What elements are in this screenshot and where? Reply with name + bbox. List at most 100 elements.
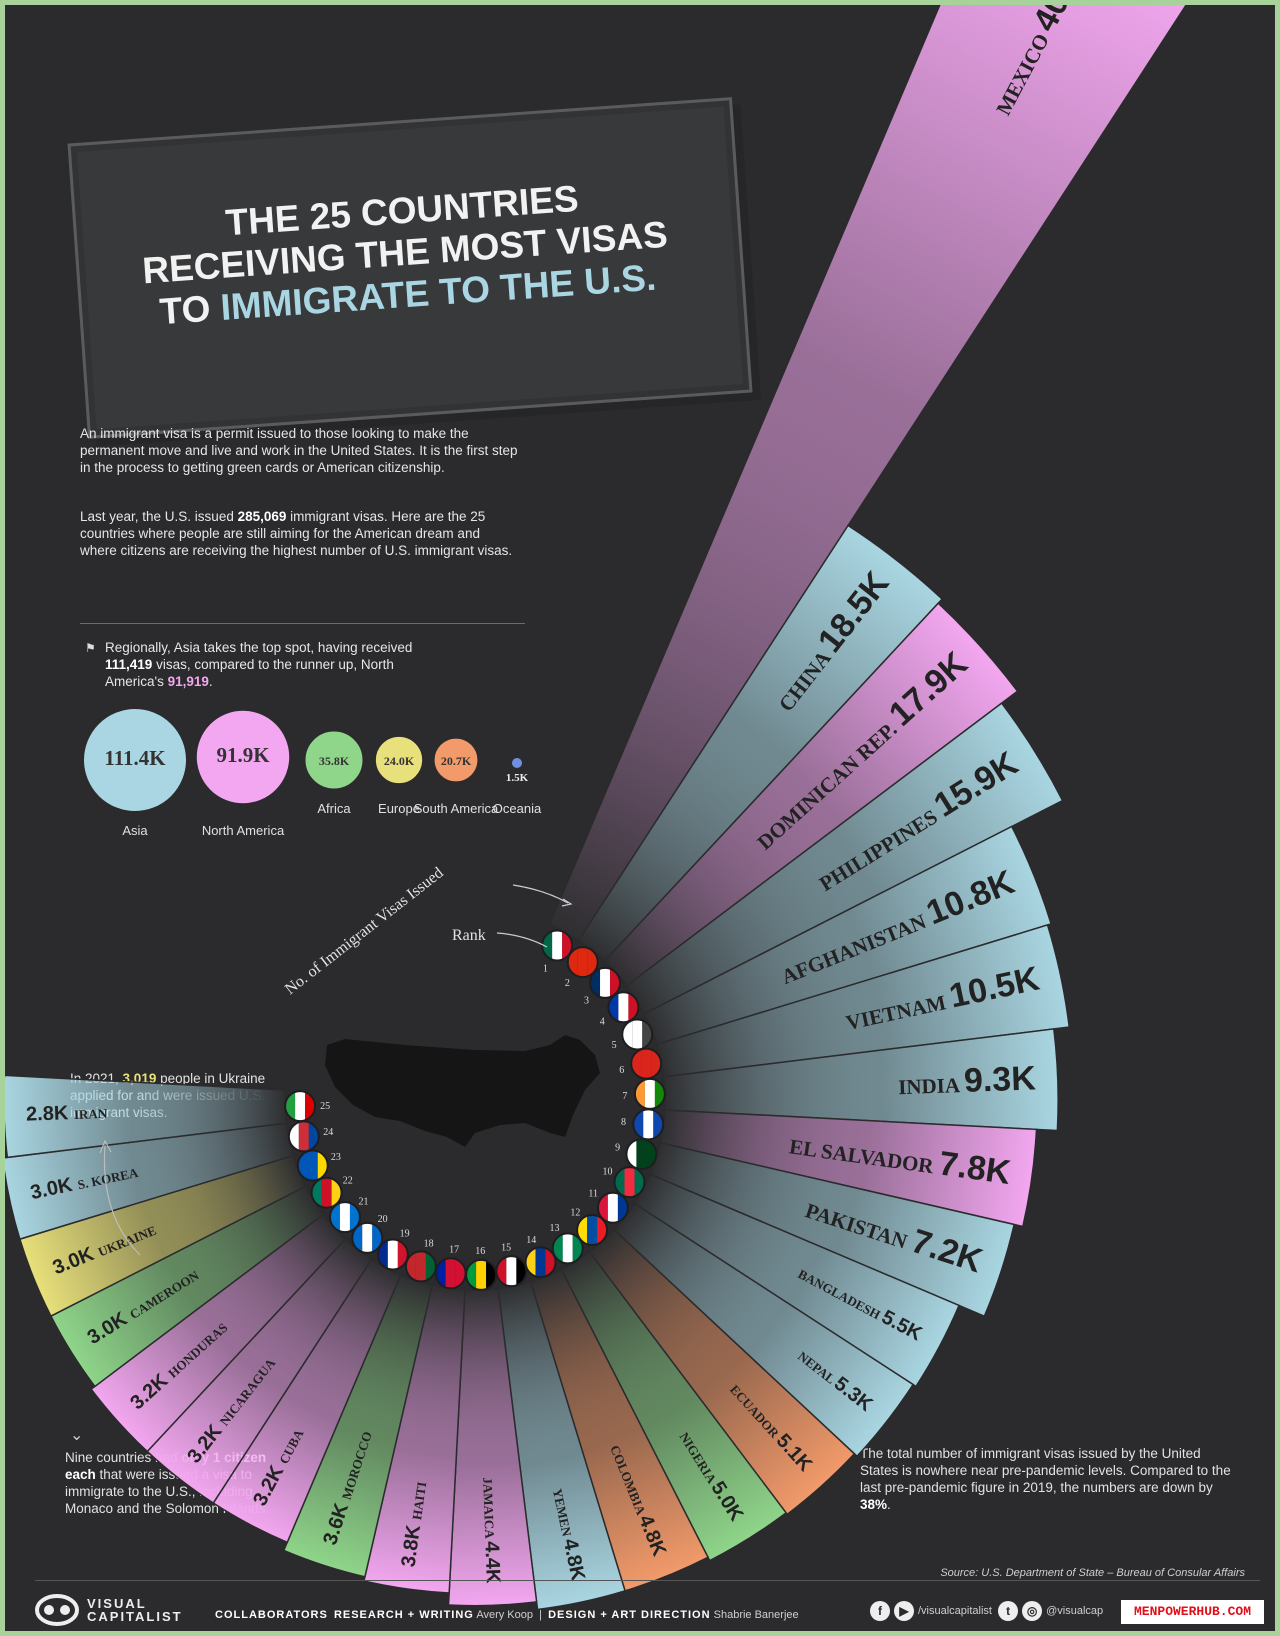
- country-flag-icon: [465, 1258, 498, 1291]
- country-flag-icon: [310, 1176, 343, 1209]
- rank-number: 23: [331, 1152, 341, 1163]
- rank-number: 17: [449, 1245, 459, 1256]
- radial-bar-chart: 111.4K Asia 91.9K North America 35.8K Africa 2…: [5, 5, 1187, 1611]
- facebook-icon[interactable]: f: [870, 1601, 890, 1621]
- country-flag-icon: [596, 1191, 629, 1224]
- rank-number: 10: [602, 1166, 612, 1177]
- bubble-value-label: 91.9K: [216, 743, 270, 767]
- bubble-circle: [82, 707, 188, 813]
- country-flag-icon: [287, 1120, 320, 1153]
- rank-number: 14: [526, 1235, 536, 1246]
- rank-number: 3: [584, 996, 589, 1007]
- country-flag-icon: [524, 1246, 557, 1279]
- arrow-icon: [512, 884, 569, 904]
- bubble-region-label: South America: [414, 801, 499, 816]
- bar-iran: 2.8K IRAN 25: [5, 1074, 330, 1159]
- bar-label: JAMAICA 4.4K: [478, 1477, 504, 1584]
- bar-jamaica: JAMAICA 4.4K 16: [447, 1246, 538, 1607]
- country-flag-icon: [566, 946, 599, 979]
- country-name: IRAN: [74, 1106, 108, 1122]
- bubble-region-label: Asia: [122, 823, 148, 838]
- total-visas: 285,069: [237, 509, 287, 524]
- country-flag-icon: [404, 1250, 437, 1283]
- ukraine-pointer-arrow-icon: [103, 1144, 141, 1256]
- bubble-value-label: 24.0K: [384, 754, 415, 768]
- bubble-value-label: 35.8K: [319, 754, 350, 768]
- divider: [80, 623, 525, 624]
- regional-note: Regionally, Asia takes the top spot, hav…: [105, 640, 413, 689]
- intro-paragraph-1: An immigrant visa is a permit issued to …: [80, 426, 518, 475]
- country-flag-icon: [376, 1238, 409, 1271]
- bubble-value-label: 111.4K: [104, 746, 166, 770]
- visas-issued-label: No. of Immigrant Visas Issued: [282, 864, 447, 998]
- region-bubble: 35.8K Africa: [303, 729, 365, 816]
- social-links: f ▶/visualcapitalist t ◎ @visualcap: [870, 1601, 1103, 1621]
- region-bubble: 20.7K South America: [414, 736, 499, 816]
- country-flag-icon: [632, 1108, 665, 1141]
- country-flag-icon: [630, 1047, 663, 1080]
- rank-number: 7: [622, 1091, 627, 1102]
- bar-india: INDIA 9.3K 7: [622, 1028, 1059, 1132]
- source-text: Source: U.S. Department of State – Burea…: [940, 1567, 1245, 1579]
- country-flag-icon: [607, 991, 640, 1024]
- rank-number: 22: [343, 1175, 353, 1186]
- rank-number: 6: [619, 1065, 624, 1076]
- country-flag-icon: [541, 929, 574, 962]
- country-flag-icon: [434, 1257, 467, 1290]
- value-label: 4.4K: [480, 1541, 503, 1585]
- bubble-circle: [373, 734, 425, 786]
- rank-number: 4: [600, 1017, 605, 1028]
- chevron-down-icon: ⌄: [70, 1427, 84, 1444]
- bar-label: 2.8K IRAN: [26, 1101, 108, 1126]
- instagram-icon[interactable]: ◎: [1022, 1601, 1043, 1621]
- rank-number: 24: [323, 1127, 333, 1138]
- bubble-region-label: North America: [202, 823, 285, 838]
- infographic-frame: THE 25 COUNTRIES RECEIVING THE MOST VISA…: [5, 5, 1275, 1631]
- country-flag-icon: [495, 1255, 528, 1288]
- bubble-region-label: Oceania: [493, 801, 542, 816]
- bar-label: 3.8K HAITI: [397, 1480, 431, 1568]
- logo-text: VISUAL CAPITALIST: [87, 1596, 183, 1624]
- rank-number: 9: [615, 1142, 620, 1153]
- collaborators: COLLABORATORS RESEARCH + WRITING Avery K…: [215, 1609, 799, 1621]
- country-flag-icon: [284, 1090, 317, 1123]
- country-flag-icon: [296, 1149, 329, 1182]
- flag-marker-icon: ⚑: [85, 641, 96, 655]
- bubble-value-label: 20.7K: [441, 754, 472, 768]
- rank-number: 20: [378, 1214, 388, 1225]
- bar-pakistan: PAKISTAN 7.2K9: [615, 1138, 1016, 1318]
- country-flag-icon: [351, 1221, 384, 1254]
- bubble-circle: [194, 708, 292, 806]
- rank-number: 13: [549, 1223, 559, 1234]
- country-name: HAITI: [409, 1481, 429, 1521]
- rank-number: 25: [320, 1101, 330, 1112]
- region-bubble: 91.9K North America: [194, 708, 292, 838]
- bubble-circle: [509, 755, 525, 771]
- country-flag-icon: [551, 1232, 584, 1265]
- bar-el-salvador: EL SALVADOR 7.8K8: [621, 1108, 1038, 1228]
- country-flag-icon: [625, 1138, 658, 1171]
- bar-label: INDIA 9.3K: [897, 1059, 1036, 1102]
- country-flag-icon: [576, 1214, 609, 1247]
- pre-pandemic-note: The total number of immigrant visas issu…: [860, 1446, 1231, 1512]
- rank-number: 15: [501, 1243, 511, 1254]
- youtube-icon[interactable]: ▶: [894, 1601, 914, 1621]
- rank-number: 21: [359, 1196, 369, 1207]
- bubble-value-label: 1.5K: [506, 772, 529, 784]
- value-label: 9.3K: [963, 1059, 1037, 1099]
- rank-number: 2: [565, 978, 570, 989]
- twitter-icon[interactable]: t: [998, 1601, 1019, 1621]
- country-flag-icon: [589, 966, 622, 999]
- region-bubble: 24.0K Europe: [373, 734, 425, 816]
- bar-mexico: MEXICO 40.6K1: [541, 5, 1187, 975]
- usa-map-silhouette: [325, 1035, 600, 1147]
- rank-number: 5: [612, 1040, 617, 1051]
- region-bubble: 1.5K Oceania: [493, 755, 542, 816]
- watermark: MENPOWERHUB.COM: [1121, 1600, 1264, 1624]
